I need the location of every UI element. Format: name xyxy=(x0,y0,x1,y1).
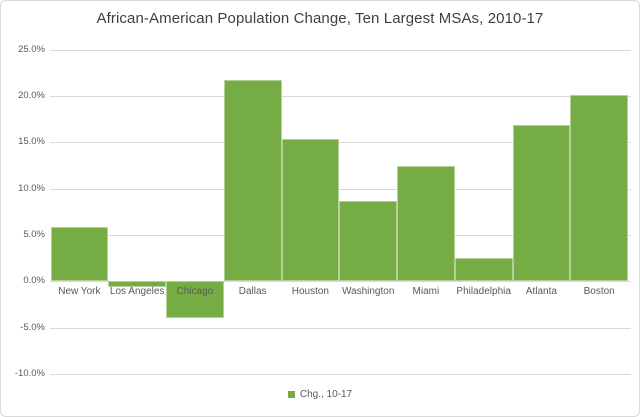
x-label-dallas: Dallas xyxy=(238,286,267,297)
bar-washington xyxy=(339,200,398,282)
bar-los-angeles xyxy=(108,281,167,287)
bar-chicago xyxy=(166,281,224,319)
gridline-0 xyxy=(50,281,631,283)
legend-label: Chg., 10-17 xyxy=(299,389,353,400)
chart-title: African-American Population Change, Ten … xyxy=(96,10,544,27)
y-tick-label: 5.0% xyxy=(23,228,45,240)
x-label-washington: Washington xyxy=(341,286,395,297)
x-label-chicago: Chicago xyxy=(176,286,214,297)
bar-miami xyxy=(397,166,455,282)
x-label-los-angeles: Los Angeles xyxy=(109,286,165,297)
x-label-philadelphia: Philadelphia xyxy=(456,286,511,297)
gridline-15 xyxy=(50,142,631,144)
x-label-atlanta: Atlanta xyxy=(525,286,557,297)
y-tick-label: 0.0% xyxy=(23,275,45,287)
legend-swatch-icon xyxy=(287,391,295,398)
y-tick-label: -5.0% xyxy=(20,321,45,333)
x-label-boston: Boston xyxy=(583,286,615,297)
y-tick-label: 10.0% xyxy=(18,182,45,194)
bar-boston xyxy=(570,94,629,282)
y-tick-label: 15.0% xyxy=(18,136,45,148)
y-tick-label: 25.0% xyxy=(18,43,45,55)
gridline--10 xyxy=(50,373,631,375)
bar-new-york xyxy=(50,226,109,282)
gridline--5 xyxy=(50,327,631,329)
gridline-10 xyxy=(50,188,631,190)
gridline-20 xyxy=(50,95,631,97)
x-label-new-york: New York xyxy=(58,286,101,297)
x-label-miami: Miami xyxy=(412,286,440,297)
bar-dallas xyxy=(223,80,282,282)
x-label-houston: Houston xyxy=(291,286,329,297)
gridline-25 xyxy=(50,49,631,51)
bar-houston xyxy=(281,138,340,282)
bar-atlanta xyxy=(512,124,571,282)
y-tick-label: -10.0% xyxy=(14,367,45,379)
bar-philadelphia xyxy=(454,258,513,282)
legend: Chg., 10-17 xyxy=(1,389,639,400)
y-tick-label: 20.0% xyxy=(18,89,45,101)
